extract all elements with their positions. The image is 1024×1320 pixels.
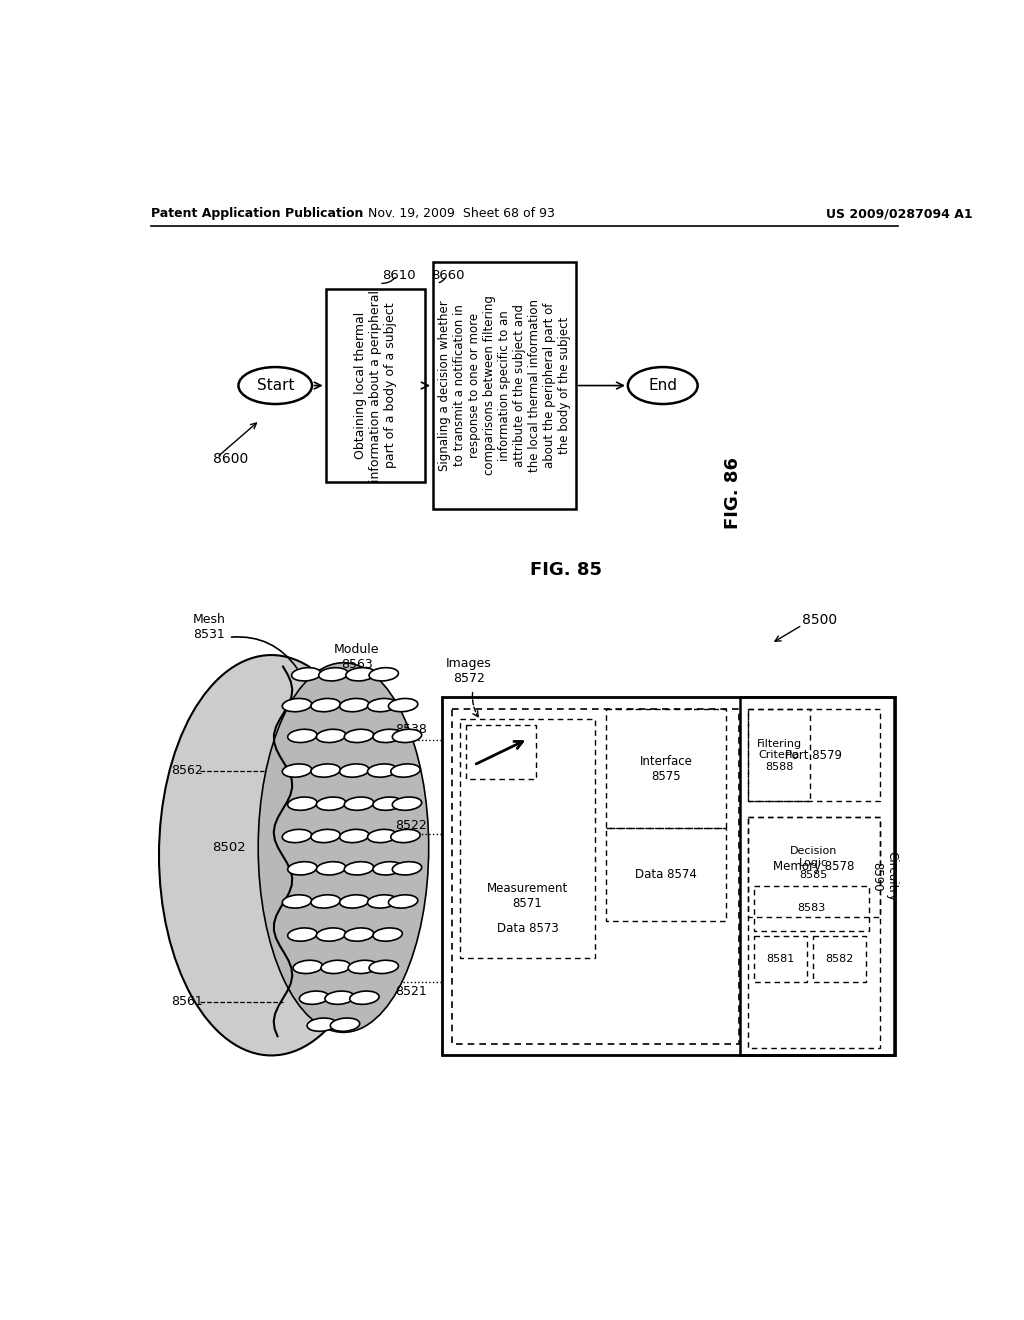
- Ellipse shape: [292, 668, 321, 681]
- Ellipse shape: [307, 1018, 337, 1031]
- Text: FIG. 85: FIG. 85: [529, 561, 602, 579]
- Ellipse shape: [288, 928, 317, 941]
- Ellipse shape: [288, 862, 317, 875]
- Text: 8561: 8561: [171, 995, 203, 1008]
- Text: 8522: 8522: [395, 818, 427, 832]
- Text: Obtaining local thermal
information about a peripheral
part of a body of a subje: Obtaining local thermal information abou…: [353, 289, 396, 482]
- Text: FIG. 86: FIG. 86: [724, 457, 741, 529]
- Text: Measurement
8571: Measurement 8571: [486, 882, 568, 909]
- Ellipse shape: [388, 895, 418, 908]
- Ellipse shape: [316, 729, 346, 743]
- Ellipse shape: [391, 829, 420, 842]
- Ellipse shape: [299, 991, 329, 1005]
- Ellipse shape: [373, 729, 402, 743]
- Text: Patent Application Publication: Patent Application Publication: [152, 207, 364, 220]
- Ellipse shape: [331, 1018, 359, 1031]
- Ellipse shape: [344, 797, 374, 810]
- Ellipse shape: [368, 698, 397, 711]
- Ellipse shape: [392, 797, 422, 810]
- Text: Images
8572: Images 8572: [446, 657, 492, 685]
- Ellipse shape: [344, 862, 374, 875]
- Text: Interface
8575: Interface 8575: [640, 755, 692, 783]
- Ellipse shape: [316, 928, 346, 941]
- Text: 8660: 8660: [431, 269, 465, 282]
- Ellipse shape: [311, 829, 340, 842]
- Ellipse shape: [321, 960, 350, 974]
- Ellipse shape: [373, 928, 402, 941]
- Text: Signaling a decision whether
to transmit a notification in
response to one or mo: Signaling a decision whether to transmit…: [438, 296, 570, 475]
- Ellipse shape: [283, 764, 311, 777]
- Text: Port 8579: Port 8579: [785, 748, 843, 762]
- Ellipse shape: [283, 698, 311, 711]
- Ellipse shape: [373, 862, 402, 875]
- Text: 8583: 8583: [798, 903, 825, 913]
- Ellipse shape: [346, 668, 375, 681]
- Ellipse shape: [392, 729, 422, 743]
- Ellipse shape: [368, 764, 397, 777]
- Ellipse shape: [288, 729, 317, 743]
- Text: 8562: 8562: [171, 764, 203, 777]
- Ellipse shape: [340, 829, 369, 842]
- Text: 8582: 8582: [825, 954, 854, 964]
- Ellipse shape: [349, 991, 379, 1005]
- Text: Filtering
Criteria
8588: Filtering Criteria 8588: [757, 739, 802, 772]
- Ellipse shape: [283, 895, 311, 908]
- Text: Start: Start: [256, 378, 294, 393]
- Ellipse shape: [368, 829, 397, 842]
- Ellipse shape: [239, 367, 312, 404]
- Text: 8581: 8581: [766, 954, 795, 964]
- Ellipse shape: [344, 729, 374, 743]
- Ellipse shape: [318, 668, 348, 681]
- Ellipse shape: [369, 668, 398, 681]
- Ellipse shape: [159, 655, 384, 1056]
- Text: Circuitry
8590: Circuitry 8590: [870, 851, 898, 902]
- Text: Mesh
8531: Mesh 8531: [193, 612, 226, 640]
- Ellipse shape: [344, 928, 374, 941]
- Ellipse shape: [316, 862, 346, 875]
- Ellipse shape: [388, 698, 418, 711]
- Ellipse shape: [316, 797, 346, 810]
- Text: Data 8573: Data 8573: [497, 921, 558, 935]
- Text: Module
8563: Module 8563: [334, 643, 379, 672]
- Text: Memory 8578: Memory 8578: [773, 861, 855, 874]
- Ellipse shape: [368, 895, 397, 908]
- Ellipse shape: [293, 960, 323, 974]
- Ellipse shape: [369, 960, 398, 974]
- Text: Decision
Logic
8585: Decision Logic 8585: [791, 846, 838, 879]
- Text: 8600: 8600: [213, 451, 249, 466]
- Ellipse shape: [325, 991, 354, 1005]
- Text: 8538: 8538: [395, 723, 427, 737]
- Text: US 2009/0287094 A1: US 2009/0287094 A1: [825, 207, 972, 220]
- Ellipse shape: [311, 698, 340, 711]
- Ellipse shape: [311, 895, 340, 908]
- Text: 8500: 8500: [802, 614, 838, 627]
- Ellipse shape: [348, 960, 378, 974]
- Ellipse shape: [311, 764, 340, 777]
- Text: End: End: [648, 378, 677, 393]
- Ellipse shape: [373, 797, 402, 810]
- Ellipse shape: [283, 829, 311, 842]
- Ellipse shape: [628, 367, 697, 404]
- Ellipse shape: [340, 698, 369, 711]
- Ellipse shape: [288, 797, 317, 810]
- Text: 8521: 8521: [395, 985, 427, 998]
- Ellipse shape: [340, 764, 369, 777]
- Ellipse shape: [392, 862, 422, 875]
- Text: Data 8574: Data 8574: [635, 869, 697, 880]
- Ellipse shape: [391, 764, 420, 777]
- Text: Nov. 19, 2009  Sheet 68 of 93: Nov. 19, 2009 Sheet 68 of 93: [368, 207, 555, 220]
- Text: 8502: 8502: [212, 841, 246, 854]
- Ellipse shape: [340, 895, 369, 908]
- Ellipse shape: [258, 663, 429, 1032]
- Text: 8610: 8610: [382, 269, 416, 282]
